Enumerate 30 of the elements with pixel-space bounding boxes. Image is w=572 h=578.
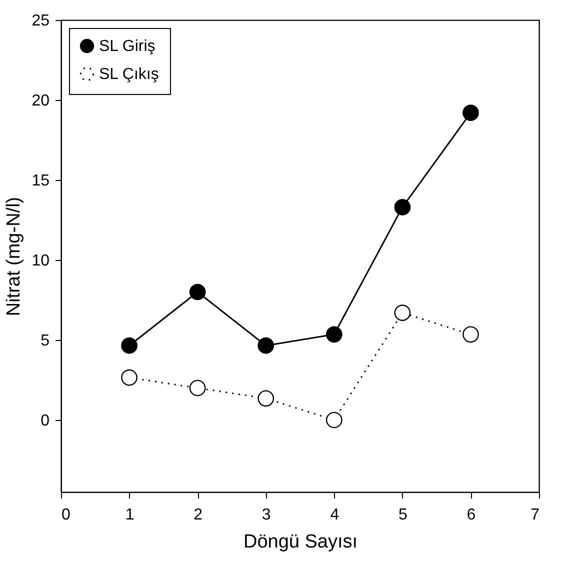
point bbox=[462, 326, 479, 343]
x-tick-label: 6 bbox=[466, 506, 476, 524]
x-tick-label: 7 bbox=[530, 506, 540, 524]
y-tick-label: 10 bbox=[32, 252, 50, 270]
y-tick-label: 15 bbox=[32, 172, 50, 190]
y-tick-label: 20 bbox=[32, 92, 50, 110]
x-tick-label: 5 bbox=[398, 506, 408, 524]
x-tick-label: 4 bbox=[330, 506, 340, 524]
point bbox=[189, 284, 206, 300]
point bbox=[258, 390, 274, 407]
point bbox=[462, 104, 479, 121]
point bbox=[121, 369, 138, 386]
legend-label: SL Giriş bbox=[99, 38, 156, 55]
x-tick-label: 0 bbox=[62, 506, 70, 524]
point bbox=[394, 199, 411, 216]
x-tick-label: 1 bbox=[125, 506, 134, 524]
point bbox=[258, 337, 274, 354]
y-axis-title: Nitrat (mg-N/l) bbox=[4, 196, 25, 316]
point bbox=[394, 304, 411, 321]
x-tick-label: 3 bbox=[262, 506, 271, 524]
x-axis-title: Döngü Sayısı bbox=[243, 532, 358, 552]
point bbox=[326, 326, 342, 343]
y-tick-label: 25 bbox=[32, 12, 50, 30]
point bbox=[326, 412, 342, 428]
x-tick-label: 2 bbox=[194, 506, 203, 524]
y-tick-label: 5 bbox=[40, 332, 50, 350]
point bbox=[189, 380, 206, 396]
legend-label: SL Çıkış bbox=[99, 66, 159, 83]
y-tick-label: 0 bbox=[40, 412, 50, 430]
point bbox=[121, 337, 138, 354]
